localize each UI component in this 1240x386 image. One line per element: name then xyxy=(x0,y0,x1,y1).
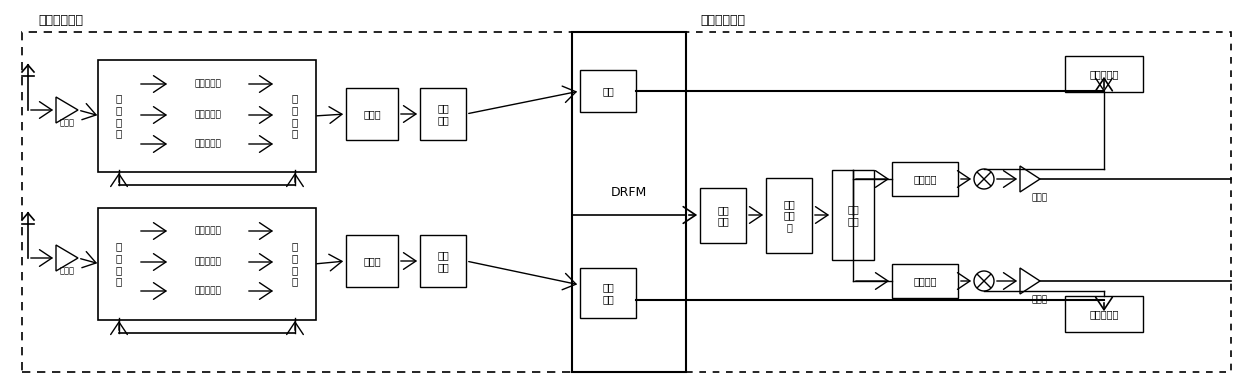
Text: 射
频
开
关: 射 频 开 关 xyxy=(115,242,122,286)
Bar xyxy=(98,208,316,320)
Bar xyxy=(170,133,246,155)
Bar xyxy=(832,170,874,260)
Text: 射
频
开
关: 射 频 开 关 xyxy=(115,93,122,139)
Bar xyxy=(170,280,246,302)
Bar xyxy=(346,235,398,287)
Bar xyxy=(1065,296,1143,332)
Bar xyxy=(170,251,246,273)
Text: 重构
滤波
器: 重构 滤波 器 xyxy=(784,199,795,232)
Text: 低噪放: 低噪放 xyxy=(60,266,74,276)
Text: 子带滤波器: 子带滤波器 xyxy=(195,227,222,235)
Bar xyxy=(98,60,316,172)
Bar xyxy=(580,70,636,112)
Bar xyxy=(572,32,686,372)
Bar xyxy=(580,268,636,318)
Text: 模数
转换: 模数 转换 xyxy=(438,250,449,272)
Text: 模数
转换: 模数 转换 xyxy=(438,103,449,125)
Bar xyxy=(420,88,466,140)
Text: 模拟
开关: 模拟 开关 xyxy=(847,204,859,226)
Bar xyxy=(170,220,246,242)
Text: 放大器: 放大器 xyxy=(1032,296,1048,305)
Bar xyxy=(100,62,138,170)
Text: 数字频综器: 数字频综器 xyxy=(1089,309,1118,319)
Text: 混频器: 混频器 xyxy=(363,109,381,119)
Bar xyxy=(420,235,466,287)
Text: 放大器: 放大器 xyxy=(1032,193,1048,203)
Text: 存储: 存储 xyxy=(603,86,614,96)
Text: 数模
转换: 数模 转换 xyxy=(717,205,729,226)
Bar xyxy=(1065,56,1143,92)
Bar xyxy=(686,32,1231,372)
Bar xyxy=(892,162,959,196)
Text: 射
频
开
关: 射 频 开 关 xyxy=(291,93,298,139)
Text: 多波段接收机: 多波段接收机 xyxy=(38,14,83,27)
Bar xyxy=(701,188,746,243)
Text: 增益补偿: 增益补偿 xyxy=(913,276,936,286)
Text: 子带滤波器: 子带滤波器 xyxy=(195,286,222,296)
Text: 多波段发射机: 多波段发射机 xyxy=(701,14,745,27)
Bar xyxy=(100,210,138,318)
Bar xyxy=(277,62,314,170)
Text: DRFM: DRFM xyxy=(611,186,647,198)
Text: 低噪放: 低噪放 xyxy=(60,119,74,127)
Bar xyxy=(766,178,812,253)
Bar xyxy=(170,104,246,126)
Text: 数字频综器: 数字频综器 xyxy=(1089,69,1118,79)
Text: 射
频
开
关: 射 频 开 关 xyxy=(291,242,298,286)
Text: 子带滤波器: 子带滤波器 xyxy=(195,80,222,88)
Bar xyxy=(170,73,246,95)
Text: 混频器: 混频器 xyxy=(363,256,381,266)
Bar xyxy=(22,32,572,372)
Text: 子带滤波器: 子带滤波器 xyxy=(195,110,222,120)
Bar xyxy=(277,210,314,318)
Text: 探测
分析: 探测 分析 xyxy=(603,282,614,304)
Bar xyxy=(346,88,398,140)
Text: 子带滤波器: 子带滤波器 xyxy=(195,139,222,149)
Text: 增益补偿: 增益补偿 xyxy=(913,174,936,184)
Bar xyxy=(892,264,959,298)
Text: 子带滤波器: 子带滤波器 xyxy=(195,257,222,266)
